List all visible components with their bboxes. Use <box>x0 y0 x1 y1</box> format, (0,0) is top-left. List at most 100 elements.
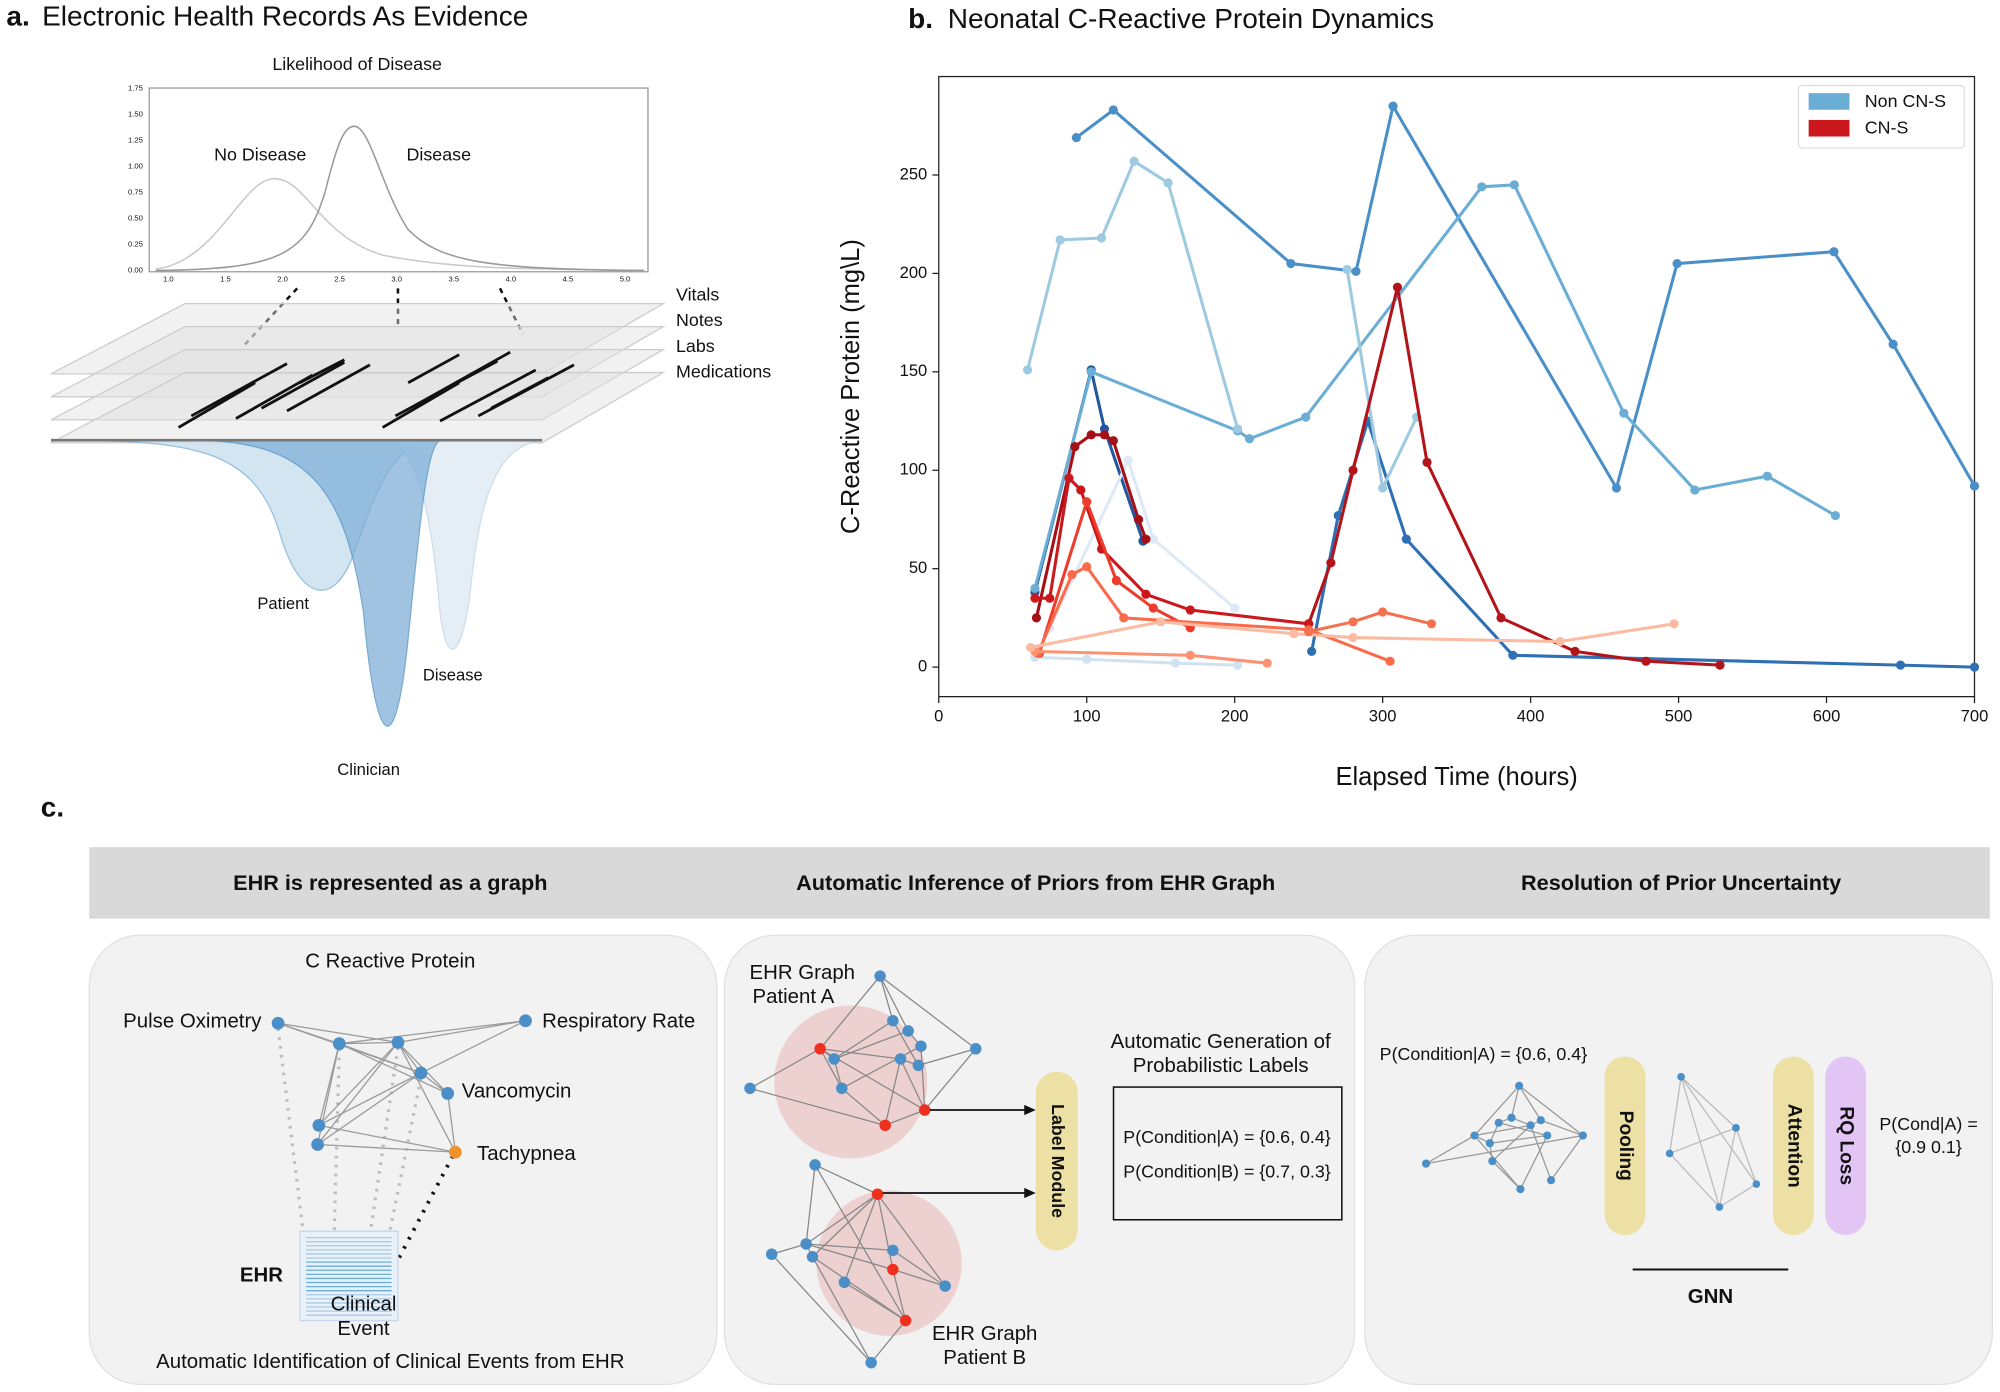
data-point <box>1244 434 1255 444</box>
graph-node <box>391 1036 405 1049</box>
graph-node <box>1732 1124 1740 1132</box>
data-point <box>1969 662 1980 672</box>
graph-node <box>1516 1185 1525 1194</box>
data-point <box>1555 636 1565 647</box>
graph-label: EHR Graph <box>750 962 855 984</box>
graph-node <box>899 1314 912 1327</box>
data-point <box>1426 619 1437 629</box>
data-point <box>1348 632 1358 643</box>
graph-edge <box>814 1164 878 1195</box>
posterior-label: {0.9 0.1} <box>1895 1137 1962 1157</box>
graph-edge <box>876 1194 894 1270</box>
graph-edge <box>339 1020 526 1045</box>
graph-node <box>838 1276 851 1289</box>
data-point <box>1762 471 1772 481</box>
graph-node <box>1536 1116 1545 1125</box>
data-point <box>1082 562 1092 572</box>
distribution-label: Disease <box>423 666 483 685</box>
node-label: Pulse Oximetry <box>123 1010 262 1032</box>
layer-label: Notes <box>676 310 723 330</box>
graph-edge <box>1519 1135 1548 1190</box>
data-point <box>1895 660 1906 670</box>
legend-label: CN-S <box>1865 118 1909 138</box>
data-point <box>1829 247 1839 257</box>
graph-edge <box>892 1020 919 1066</box>
graph-node <box>939 1280 951 1292</box>
mini-x-tick: 1.0 <box>163 274 174 283</box>
prob-label: P(Condition|A) = {0.6, 0.4} <box>1123 1127 1331 1147</box>
graph-edge <box>814 1164 907 1321</box>
data-point <box>1830 510 1840 521</box>
graph-edge <box>1550 1135 1584 1181</box>
series-line <box>1034 655 1238 667</box>
graph-node <box>887 1263 899 1276</box>
x-tick-label: 700 <box>1961 706 1989 725</box>
graph-node <box>800 1238 812 1250</box>
data-point <box>1611 483 1622 493</box>
data-layer <box>50 371 666 444</box>
graph-node <box>894 1053 907 1065</box>
graph-edge <box>884 1058 902 1126</box>
data-point <box>1233 660 1243 670</box>
caption: Automatic Identification of Clinical Eve… <box>156 1351 624 1373</box>
mini-x-tick: 3.0 <box>391 274 402 283</box>
data-point <box>1690 485 1700 495</box>
graph-edge <box>805 1164 816 1245</box>
graph-edge <box>1680 1076 1737 1129</box>
graph-node <box>441 1087 455 1100</box>
data-point <box>1262 658 1272 668</box>
gnn-label: GNN <box>1688 1286 1733 1308</box>
graph-edge <box>841 1087 886 1126</box>
graph-node <box>448 1145 462 1159</box>
graph-node <box>912 1059 925 1072</box>
data-point <box>1076 485 1086 495</box>
data-point <box>1129 156 1139 166</box>
graph-label: Patient B <box>943 1347 1026 1369</box>
data-layer <box>50 303 666 375</box>
graph-label: Patient A <box>753 986 835 1008</box>
graph-node <box>312 1118 326 1132</box>
label-box <box>1112 1086 1343 1221</box>
graph-edge <box>1518 1085 1542 1121</box>
graph-edge <box>749 1087 886 1126</box>
graph-edge <box>879 975 909 1032</box>
data-point <box>1477 182 1487 192</box>
x-tick-label: 0 <box>934 706 943 725</box>
data-point <box>1086 430 1096 440</box>
graph-edge <box>833 1020 894 1060</box>
node-label: Tachypnea <box>477 1143 576 1165</box>
graph-label: EHR Graph <box>932 1323 1037 1345</box>
posterior-label: P(Cond|A) = <box>1879 1114 1977 1134</box>
data-point <box>1570 646 1580 656</box>
data-point <box>1233 424 1243 434</box>
data-point <box>1030 583 1040 593</box>
module-pill <box>1825 1056 1867 1236</box>
x-tick-label: 200 <box>1221 706 1249 725</box>
data-point <box>1099 430 1110 440</box>
record-stroke <box>190 362 288 418</box>
graph-edge <box>892 1269 907 1321</box>
graph-edge <box>318 1072 422 1126</box>
series-line <box>1030 620 1675 649</box>
layer-label: Medications <box>676 361 771 381</box>
arrow-head <box>1024 1104 1036 1116</box>
y-tick-label: 50 <box>909 558 927 577</box>
data-point <box>1715 660 1725 670</box>
data-point <box>1148 603 1158 613</box>
data-point <box>1148 534 1158 544</box>
data-point <box>1388 101 1398 111</box>
header-band <box>89 847 1990 919</box>
data-point <box>1082 654 1092 664</box>
record-stroke <box>413 350 511 407</box>
data-point <box>1045 593 1055 603</box>
graph-edge <box>843 1194 879 1283</box>
x-tick-label: 300 <box>1369 706 1397 725</box>
graph-node <box>1677 1073 1685 1081</box>
data-point <box>1108 436 1118 446</box>
graph-edge <box>1491 1160 1521 1190</box>
highlight <box>816 1190 962 1336</box>
graph-edge <box>749 1048 821 1089</box>
series-line <box>1034 474 1309 626</box>
graph-edge <box>805 1193 878 1245</box>
data-point <box>1508 650 1518 660</box>
